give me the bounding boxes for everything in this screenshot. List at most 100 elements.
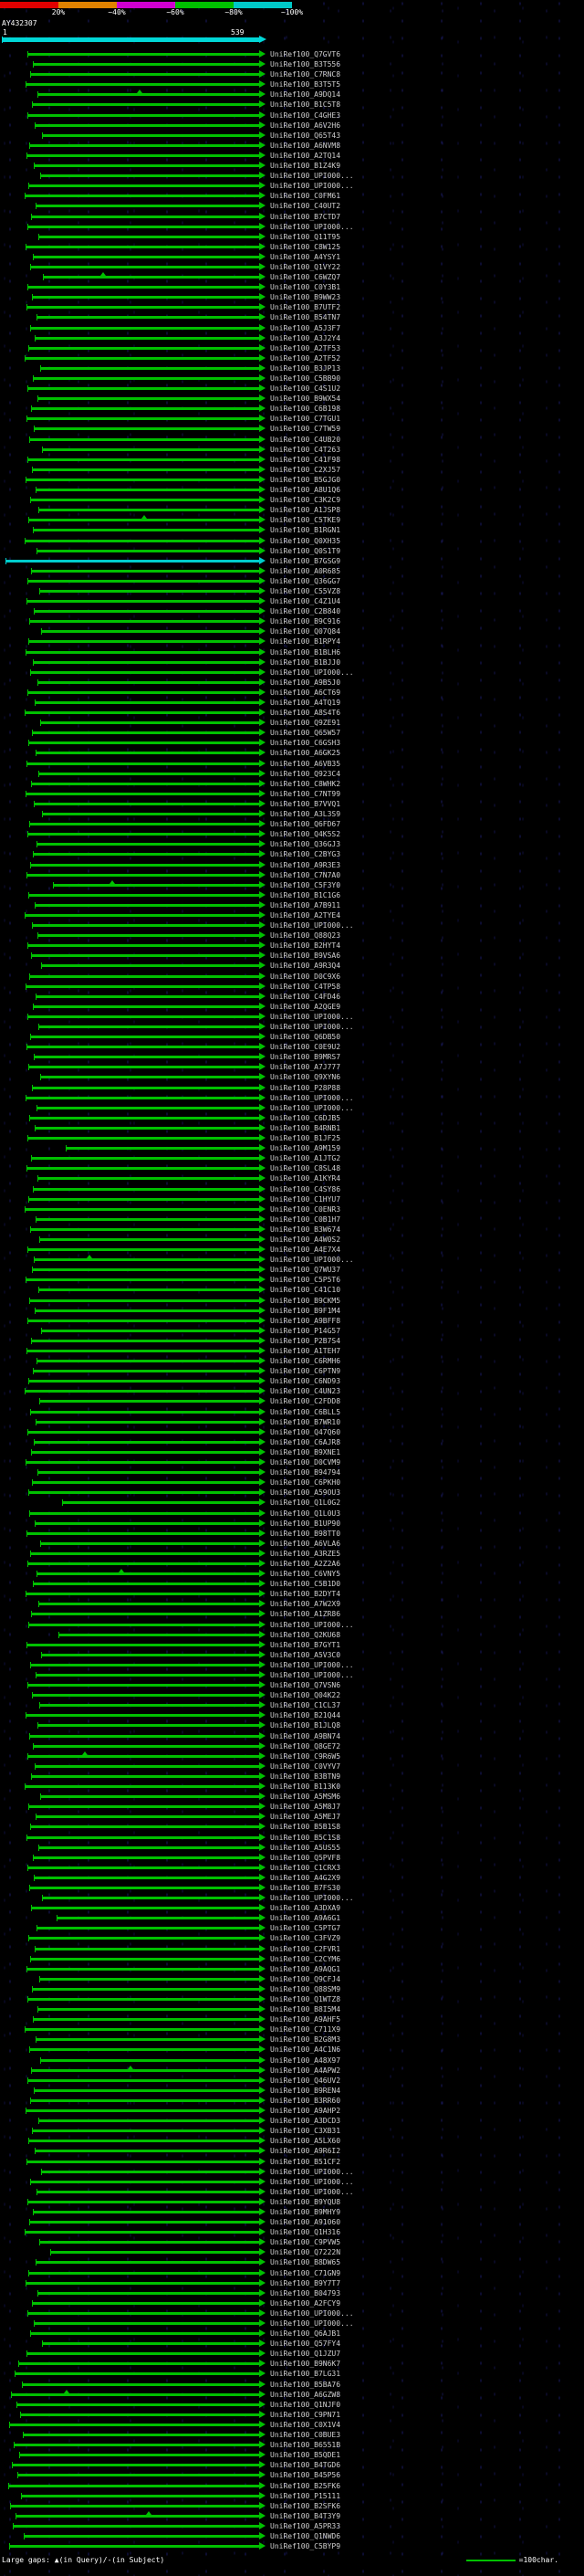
hit-label[interactable]: UniRef100_B4T3Y9	[270, 2511, 341, 2520]
hit-bar[interactable]	[40, 173, 259, 180]
hit-bar[interactable]	[29, 821, 259, 828]
hit-label[interactable]: UniRef100_UPI000...	[270, 2319, 354, 2328]
hit-bar[interactable]	[29, 1884, 259, 1891]
hit-label[interactable]: UniRef100_Q36GG7	[270, 576, 341, 585]
hit-bar[interactable]	[66, 1145, 259, 1152]
hit-bar[interactable]	[33, 1003, 259, 1010]
hit-bar[interactable]	[36, 1418, 259, 1425]
hit-label[interactable]: UniRef100_A5V3C0	[270, 1650, 341, 1659]
hit-label[interactable]: UniRef100_UPI000...	[270, 1894, 354, 1903]
hit-bar[interactable]	[40, 364, 259, 372]
hit-label[interactable]: UniRef100_A9A6G1	[270, 1914, 341, 1923]
hit-bar[interactable]	[43, 274, 259, 281]
hit-bar[interactable]	[32, 1267, 259, 1274]
hit-bar[interactable]	[31, 567, 259, 574]
hit-bar[interactable]	[50, 2249, 259, 2256]
hit-bar[interactable]	[31, 213, 259, 220]
hit-label[interactable]: UniRef100_A2TF53	[270, 343, 341, 352]
hit-label[interactable]: UniRef100_UPI000...	[270, 921, 354, 931]
hit-label[interactable]: UniRef100_C41C10	[270, 1286, 341, 1295]
hit-label[interactable]: UniRef100_Q1H316	[270, 2228, 341, 2237]
hit-bar[interactable]	[40, 2056, 259, 2064]
hit-bar[interactable]	[42, 1895, 259, 1902]
hit-label[interactable]: UniRef100_A9AHP2	[270, 2107, 341, 2116]
hit-bar[interactable]	[34, 163, 259, 170]
hit-bar[interactable]	[29, 1114, 259, 1121]
hit-bar[interactable]	[42, 811, 259, 818]
hit-bar[interactable]	[26, 1277, 259, 1284]
hit-label[interactable]: UniRef100_A5PR33	[270, 2521, 341, 2530]
hit-bar[interactable]	[27, 1428, 259, 1435]
hit-bar[interactable]	[19, 2452, 259, 2459]
hit-bar[interactable]	[29, 1732, 259, 1740]
hit-bar[interactable]	[26, 476, 259, 483]
hit-label[interactable]: UniRef100_Q04K22	[270, 1691, 341, 1700]
hit-bar[interactable]	[30, 1550, 259, 1557]
hit-bar[interactable]	[39, 2239, 259, 2246]
hit-label[interactable]: UniRef100_C8SL48	[270, 1164, 341, 1173]
hit-label[interactable]: UniRef100_B3RR60	[270, 2096, 341, 2105]
hit-bar[interactable]	[10, 2502, 259, 2509]
hit-bar[interactable]	[37, 91, 259, 99]
hit-bar[interactable]	[26, 1712, 259, 1719]
hit-bar[interactable]	[27, 51, 259, 58]
hit-bar[interactable]	[34, 426, 259, 433]
hit-bar[interactable]	[38, 2118, 259, 2125]
hit-bar[interactable]	[26, 1348, 259, 1354]
hit-bar[interactable]	[26, 760, 259, 767]
hit-label[interactable]: UniRef100_B2G8M3	[270, 2035, 341, 2045]
hit-label[interactable]: UniRef100_C6AJR8	[270, 1437, 341, 1446]
hit-bar[interactable]	[33, 527, 259, 534]
hit-bar[interactable]	[37, 1175, 259, 1183]
hit-label[interactable]: UniRef100_A1KYR4	[270, 1174, 341, 1183]
hit-label[interactable]: UniRef100_Q5PVF8	[270, 1853, 341, 1862]
hit-label[interactable]: UniRef100_Q6DB50	[270, 1033, 341, 1042]
hit-label[interactable]: UniRef100_Q9ZE91	[270, 719, 341, 728]
hit-label[interactable]: UniRef100_Q0XH35	[270, 536, 341, 545]
hit-bar[interactable]	[36, 203, 259, 210]
hit-bar[interactable]	[29, 1297, 259, 1304]
hit-bar[interactable]	[27, 2077, 259, 2084]
hit-bar[interactable]	[32, 922, 259, 930]
hit-bar[interactable]	[40, 1074, 259, 1081]
hit-label[interactable]: UniRef100_A9B5J0	[270, 678, 341, 687]
hit-label[interactable]: UniRef100_B6551B	[270, 2441, 341, 2450]
hit-label[interactable]: UniRef100_C40UT2	[270, 202, 341, 211]
hit-bar[interactable]	[62, 1499, 259, 1507]
hit-label[interactable]: UniRef100_C4GHE3	[270, 110, 341, 120]
hit-label[interactable]: UniRef100_A5MSM6	[270, 1793, 341, 1802]
hit-bar[interactable]	[33, 1368, 259, 1375]
hit-label[interactable]: UniRef100_P15111	[270, 2491, 341, 2500]
hit-label[interactable]: UniRef100_C5BB90	[270, 374, 341, 383]
hit-bar[interactable]	[36, 1571, 259, 1578]
hit-label[interactable]: UniRef100_C71GN9	[270, 2268, 341, 2277]
hit-label[interactable]: UniRef100_UPI000...	[270, 182, 354, 191]
hit-label[interactable]: UniRef100_Q6FD67	[270, 820, 341, 829]
hit-label[interactable]: UniRef100_B1JF25	[270, 1134, 341, 1143]
hit-bar[interactable]	[40, 720, 259, 727]
hit-label[interactable]: UniRef100_UPI000...	[270, 1103, 354, 1112]
hit-bar[interactable]	[42, 2340, 259, 2348]
hit-label[interactable]: UniRef100_A6NVM8	[270, 141, 341, 150]
hit-bar[interactable]	[26, 871, 259, 878]
hit-bar[interactable]	[28, 344, 259, 352]
hit-bar[interactable]	[28, 1489, 259, 1497]
hit-label[interactable]: UniRef100_B1BLH6	[270, 647, 341, 657]
hit-bar[interactable]	[36, 1215, 259, 1223]
hit-label[interactable]: UniRef100_Q7WU37	[270, 1266, 341, 1275]
hit-bar[interactable]	[27, 111, 259, 119]
hit-label[interactable]: UniRef100_C1CL37	[270, 1701, 341, 1710]
hit-label[interactable]: UniRef100_B9WX54	[270, 394, 341, 404]
hit-bar[interactable]	[25, 354, 259, 362]
hit-bar[interactable]	[30, 2330, 259, 2338]
hit-label[interactable]: UniRef100_A5US55	[270, 1843, 341, 1852]
hit-bar[interactable]	[22, 2381, 259, 2388]
hit-bar[interactable]	[26, 152, 259, 159]
hit-bar[interactable]	[37, 2006, 259, 2013]
hit-bar[interactable]	[28, 1621, 259, 1628]
hit-label[interactable]: UniRef100_A9M159	[270, 1144, 341, 1153]
hit-label[interactable]: UniRef100_Q7VSN6	[270, 1681, 341, 1690]
hit-bar[interactable]	[32, 101, 259, 109]
hit-bar[interactable]	[28, 891, 259, 899]
hit-bar[interactable]	[27, 1246, 259, 1254]
